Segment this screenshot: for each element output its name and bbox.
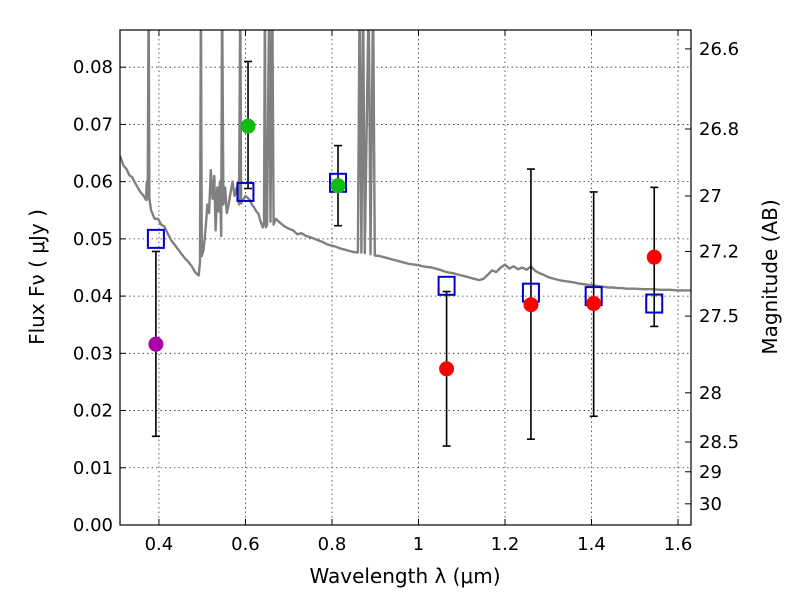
right-tick-label: 27 — [699, 186, 722, 207]
observed-point — [330, 178, 346, 194]
right-tick-label: 27.5 — [699, 306, 739, 327]
observed-flux-points — [148, 118, 662, 377]
x-tick-label: 0.6 — [231, 534, 260, 555]
observed-point — [148, 336, 164, 352]
y-tick-label: 0.03 — [73, 343, 113, 364]
x-tick-label: 0.4 — [145, 534, 174, 555]
y-tick-label: 0.00 — [73, 515, 113, 536]
right-axis-ticks: 26.6 26.8 27 27.2 27.5 28 28.5 29 30 — [685, 39, 739, 515]
model-marker — [236, 181, 255, 202]
y-axis-ticks: 0.00 0.01 0.02 0.03 0.04 0.05 0.06 0.07 0.08 — [73, 57, 126, 536]
right-tick-label: 28.5 — [699, 432, 739, 453]
error-bars — [151, 60, 659, 447]
model-marker — [437, 275, 456, 296]
x-tick-label: 1.2 — [491, 534, 520, 555]
y-tick-label: 0.07 — [73, 114, 113, 135]
x-tick-label: 0.8 — [318, 534, 347, 555]
model-spectrum-line — [120, 30, 691, 292]
y-tick-label: 0.08 — [73, 57, 113, 78]
right-tick-label: 29 — [699, 462, 722, 483]
plot-frame — [119, 29, 692, 526]
right-tick-label: 27.2 — [699, 241, 739, 262]
right-tick-label: 30 — [699, 494, 722, 515]
observed-point — [646, 249, 662, 265]
right-tick-label: 26.8 — [699, 119, 739, 140]
grid — [120, 30, 691, 525]
model-marker — [645, 293, 664, 314]
observed-point — [586, 296, 602, 312]
x-axis-label: Wavelength λ (μm) — [309, 564, 500, 588]
x-tick-label: 1.6 — [664, 534, 693, 555]
observed-point — [439, 361, 455, 377]
x-axis-ticks: 0.4 0.6 0.8 1 1.2 1.4 1.6 — [145, 30, 693, 555]
right-tick-label: 26.6 — [699, 39, 739, 60]
y-tick-label: 0.04 — [73, 286, 113, 307]
y-tick-label: 0.06 — [73, 172, 113, 193]
y-tick-label: 0.01 — [73, 458, 113, 479]
x-tick-label: 1 — [413, 534, 424, 555]
observed-point — [523, 297, 539, 313]
y-axis-label: Flux Fν ( μJy ) — [25, 209, 49, 345]
y-tick-label: 0.02 — [73, 401, 113, 422]
right-tick-label: 28 — [699, 383, 722, 404]
observed-point — [240, 118, 256, 134]
model-marker — [146, 228, 165, 249]
right-axis-label: Magnitude (AB) — [758, 199, 782, 354]
y-tick-label: 0.05 — [73, 229, 113, 250]
x-tick-label: 1.4 — [577, 534, 606, 555]
